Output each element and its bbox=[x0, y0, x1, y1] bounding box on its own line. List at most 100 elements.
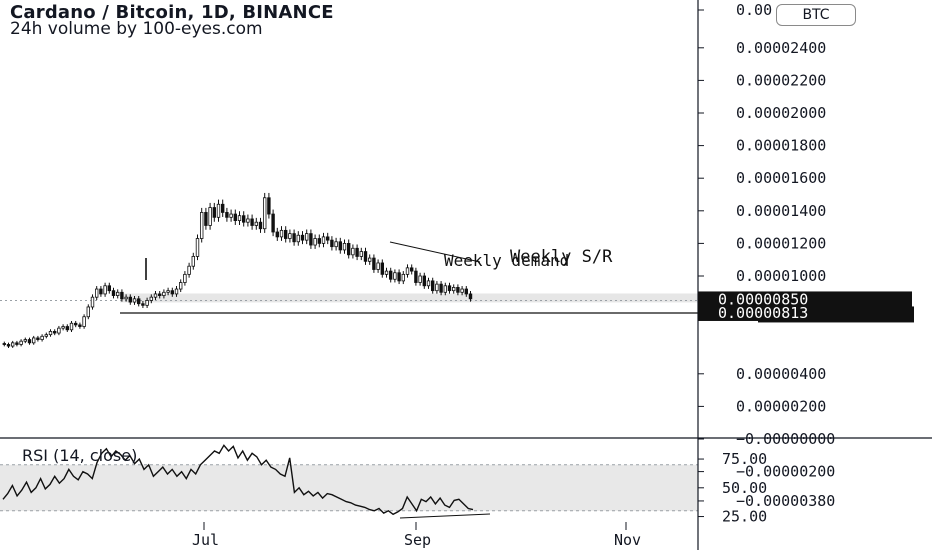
candle-body bbox=[304, 233, 309, 241]
price-axis-label: 0.00002200 bbox=[736, 71, 826, 89]
candle-body bbox=[460, 288, 464, 293]
candle-body bbox=[426, 280, 431, 287]
candle-body bbox=[36, 337, 40, 340]
candle-body bbox=[199, 212, 204, 239]
annotation-weekly-sr: Weekly S/R bbox=[510, 247, 613, 267]
rsi-title: RSI (14, close) bbox=[22, 446, 138, 465]
candle-body bbox=[212, 207, 216, 218]
price-marker-label: 0.00000813 bbox=[718, 304, 808, 322]
candle-body bbox=[380, 262, 384, 275]
candle-body bbox=[246, 218, 250, 223]
candle-body bbox=[464, 288, 468, 295]
trend-line bbox=[389, 241, 481, 263]
rsi-axis-label: 75.00 bbox=[722, 450, 767, 468]
candle-body bbox=[447, 285, 452, 292]
candle-body bbox=[99, 288, 103, 295]
price-axis-label: 0.00001000 bbox=[736, 267, 826, 285]
candle-body bbox=[317, 238, 321, 244]
candle-body bbox=[187, 265, 191, 275]
time-axis-label: Jul bbox=[192, 531, 219, 549]
candle-body bbox=[82, 316, 86, 327]
candle-body bbox=[233, 213, 237, 221]
candle-body bbox=[86, 306, 90, 318]
candle-body bbox=[451, 287, 456, 292]
candle-body bbox=[195, 238, 200, 257]
candle-body bbox=[342, 242, 347, 251]
candle-body bbox=[271, 213, 275, 233]
candle-body bbox=[107, 285, 111, 292]
price-axis-label: 0.00001400 bbox=[736, 202, 826, 220]
candle-body bbox=[53, 331, 57, 334]
candle-body bbox=[250, 218, 254, 226]
candle-body bbox=[258, 221, 263, 230]
currency-button[interactable]: BTC bbox=[776, 4, 856, 26]
price-marker bbox=[698, 291, 912, 308]
candle-body bbox=[372, 257, 376, 270]
price-axis-label: 0.00002000 bbox=[736, 104, 826, 122]
candle-body bbox=[443, 285, 447, 293]
rsi-pane bbox=[0, 444, 698, 519]
candle-body bbox=[435, 283, 439, 292]
rsi-band bbox=[0, 464, 698, 511]
price-axis-label: 0.00001800 bbox=[736, 137, 826, 155]
candle-body bbox=[414, 270, 418, 283]
candle-body bbox=[103, 285, 107, 295]
candle-body bbox=[145, 300, 149, 306]
chart-title: Cardano / Bitcoin, 1D, BINANCE bbox=[10, 2, 334, 23]
candle-body bbox=[132, 298, 137, 303]
candle-body bbox=[241, 215, 246, 223]
candle-body bbox=[27, 339, 32, 344]
candle-body bbox=[65, 326, 69, 331]
candle-body bbox=[393, 272, 397, 280]
candle-body bbox=[15, 342, 19, 345]
candle-body bbox=[90, 296, 95, 308]
candle-body bbox=[149, 296, 153, 301]
price-axis-label: 0.00000200 bbox=[736, 397, 826, 415]
candle-body bbox=[237, 215, 242, 221]
candle-body bbox=[254, 221, 258, 226]
candle-body bbox=[128, 296, 132, 303]
candle-body bbox=[401, 273, 405, 282]
candle-body bbox=[346, 242, 351, 256]
candle-body bbox=[296, 234, 300, 243]
candle-body bbox=[57, 327, 61, 334]
candle-body bbox=[384, 270, 389, 275]
candle-body bbox=[229, 213, 233, 218]
price-axis-label: −0.00000200 bbox=[736, 463, 835, 481]
candle-body bbox=[40, 335, 44, 340]
candle-body bbox=[136, 298, 141, 305]
candle-body bbox=[330, 239, 334, 248]
price-axis-label: −0.00000380 bbox=[736, 492, 835, 510]
price-axis-label: 0.00002400 bbox=[736, 39, 826, 57]
candle-body bbox=[208, 207, 212, 226]
candle-body bbox=[157, 293, 162, 296]
candle-body bbox=[69, 322, 74, 331]
candle-body bbox=[388, 270, 393, 280]
candle-body bbox=[300, 234, 305, 241]
candle-body bbox=[170, 290, 174, 295]
rsi-trend-line bbox=[399, 513, 491, 519]
candle-body bbox=[141, 303, 145, 306]
candle-body bbox=[367, 257, 372, 262]
candle-body bbox=[174, 288, 179, 295]
candle-body bbox=[275, 231, 279, 238]
candle-body bbox=[363, 251, 368, 262]
candle-body bbox=[456, 287, 460, 293]
candle-body bbox=[292, 233, 296, 243]
price-axis-label: 0.00 bbox=[736, 1, 772, 19]
annotation-weekly-demand: Weekly demand bbox=[444, 251, 569, 270]
candle-body bbox=[267, 197, 271, 215]
candle-body bbox=[418, 275, 422, 283]
candle-body bbox=[61, 326, 65, 329]
candle-body bbox=[44, 334, 48, 337]
candle-body bbox=[430, 280, 435, 292]
candle-body bbox=[262, 197, 267, 230]
time-axis-label: Sep bbox=[404, 531, 431, 549]
candle-body bbox=[359, 251, 363, 257]
candle-body bbox=[48, 331, 53, 336]
candle-body bbox=[405, 267, 410, 275]
